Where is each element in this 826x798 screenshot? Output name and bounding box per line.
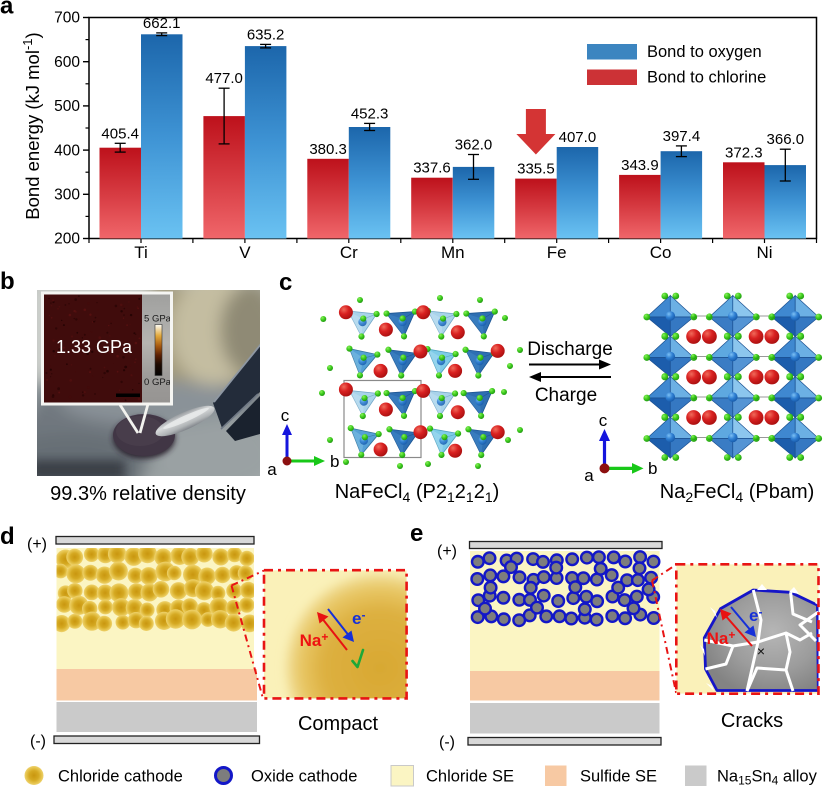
svg-text:Sulfide SE: Sulfide SE bbox=[580, 768, 657, 786]
svg-text:Na+: Na+ bbox=[707, 628, 736, 648]
svg-text:Bond to oxygen: Bond to oxygen bbox=[647, 43, 762, 61]
svg-text:a: a bbox=[267, 460, 277, 479]
svg-text:a: a bbox=[0, 0, 14, 20]
svg-text:(-): (-) bbox=[439, 734, 455, 751]
svg-text:5 GPa: 5 GPa bbox=[144, 314, 172, 325]
svg-text:407.0: 407.0 bbox=[559, 129, 597, 146]
svg-text:b: b bbox=[0, 268, 15, 295]
svg-text:Compact: Compact bbox=[298, 713, 378, 735]
svg-text:a: a bbox=[584, 466, 594, 485]
svg-text:Bond to chlorine: Bond to chlorine bbox=[647, 69, 766, 87]
svg-text:300: 300 bbox=[54, 187, 80, 204]
svg-text:662.1: 662.1 bbox=[143, 15, 181, 32]
svg-text:Na+: Na+ bbox=[300, 630, 329, 650]
svg-text:d: d bbox=[0, 523, 15, 550]
svg-text:Chloride SE: Chloride SE bbox=[426, 768, 514, 786]
svg-text:Charge: Charge bbox=[535, 385, 597, 406]
svg-text:Chloride cathode: Chloride cathode bbox=[58, 768, 183, 786]
svg-text:362.0: 362.0 bbox=[455, 137, 493, 154]
svg-text:600: 600 bbox=[54, 54, 80, 71]
svg-text:Na2FeCl4 (Pbam): Na2FeCl4 (Pbam) bbox=[660, 481, 815, 505]
svg-text:V: V bbox=[239, 243, 251, 262]
svg-text:Co: Co bbox=[650, 243, 672, 262]
svg-text:343.9: 343.9 bbox=[621, 157, 659, 174]
svg-text:b: b bbox=[330, 452, 339, 471]
svg-text:366.0: 366.0 bbox=[767, 131, 805, 148]
svg-text:Fe: Fe bbox=[547, 243, 567, 262]
svg-text:400: 400 bbox=[54, 142, 80, 159]
svg-text:405.4: 405.4 bbox=[101, 125, 139, 142]
svg-text:337.6: 337.6 bbox=[413, 160, 451, 177]
svg-text:99.3% relative density: 99.3% relative density bbox=[50, 483, 246, 505]
svg-text:Cracks: Cracks bbox=[721, 710, 783, 732]
svg-text:Na15Sn4 alloy: Na15Sn4 alloy bbox=[717, 768, 818, 788]
svg-text:×: × bbox=[757, 643, 765, 659]
svg-text:397.4: 397.4 bbox=[663, 128, 701, 145]
svg-text:200: 200 bbox=[54, 231, 80, 248]
svg-text:Ti: Ti bbox=[134, 243, 148, 262]
svg-text:0 GPa: 0 GPa bbox=[144, 377, 172, 388]
svg-text:635.2: 635.2 bbox=[247, 26, 285, 43]
svg-text:Cr: Cr bbox=[340, 243, 358, 262]
svg-text:477.0: 477.0 bbox=[205, 70, 243, 87]
svg-text:b: b bbox=[648, 459, 657, 478]
svg-text:(+): (+) bbox=[27, 536, 47, 553]
svg-text:c: c bbox=[599, 411, 608, 430]
svg-text:Ni: Ni bbox=[756, 243, 772, 262]
svg-text:372.3: 372.3 bbox=[725, 144, 763, 161]
svg-text:NaFeCl4 (P212121): NaFeCl4 (P212121) bbox=[335, 481, 500, 505]
svg-text:Bond energy (kJ mol-1): Bond energy (kJ mol-1) bbox=[20, 32, 43, 219]
svg-text:500: 500 bbox=[54, 98, 80, 115]
svg-text:700: 700 bbox=[54, 10, 80, 27]
svg-text:1.33 GPa: 1.33 GPa bbox=[56, 337, 133, 357]
svg-text:(-): (-) bbox=[30, 733, 46, 750]
svg-text:380.3: 380.3 bbox=[309, 141, 347, 158]
svg-text:335.5: 335.5 bbox=[517, 161, 555, 178]
svg-text:Discharge: Discharge bbox=[527, 339, 613, 360]
svg-text:Oxide cathode: Oxide cathode bbox=[251, 768, 357, 786]
svg-text:Mn: Mn bbox=[441, 243, 465, 262]
svg-text:452.3: 452.3 bbox=[351, 105, 389, 122]
svg-text:c: c bbox=[281, 406, 290, 425]
svg-text:e: e bbox=[410, 520, 423, 547]
svg-text:c: c bbox=[279, 269, 292, 296]
svg-text:(+): (+) bbox=[437, 543, 457, 560]
